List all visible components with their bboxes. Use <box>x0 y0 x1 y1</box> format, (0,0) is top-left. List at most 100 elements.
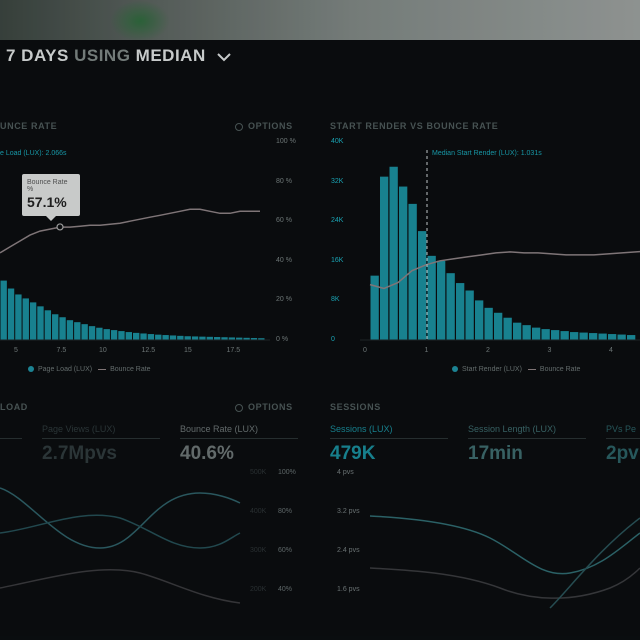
legend-bar-label: Page Load (LUX) <box>38 366 93 373</box>
kpi-bounce-rate-label: Bounce Rate (LUX) <box>180 424 259 434</box>
y-tick-label: 60% <box>278 547 293 554</box>
x-tick-label: 2 <box>486 347 490 354</box>
start-render-bar <box>513 322 522 340</box>
y-tick-label: 40K <box>331 138 344 145</box>
start-render-bar <box>589 333 598 340</box>
start-render-bar <box>570 332 579 340</box>
title-range: 7 DAYS <box>6 46 69 65</box>
bounce-rate-line <box>0 208 260 254</box>
left-legend: Page Load (LUX) Bounce Rate <box>28 366 151 373</box>
y-tick-label: 400K <box>250 508 267 515</box>
page-load-bar <box>52 314 59 340</box>
x-tick-label: 3 <box>547 347 552 354</box>
start-render-bar <box>598 333 607 340</box>
start-render-bar <box>418 231 427 340</box>
gear-icon <box>235 122 243 131</box>
page-title[interactable]: 7 DAYS USING MEDIAN <box>6 46 231 66</box>
page-load-bar <box>243 337 250 340</box>
start-render-bar <box>446 273 455 340</box>
start-render-bar <box>551 330 560 340</box>
left-panel-title: UNCE RATE <box>0 121 58 131</box>
left-series-label: e Load (LUX): 2.066s <box>0 150 67 157</box>
kpi-pvs-label: PVs Pe <box>606 424 637 434</box>
left-options-button[interactable]: OPTIONS <box>235 121 293 131</box>
x-tick-label: 15 <box>184 347 192 354</box>
series-line <box>0 514 241 549</box>
legend-dot-icon <box>452 366 458 373</box>
page-load-bar <box>258 338 265 340</box>
gear-icon <box>235 403 243 412</box>
tooltip-title: Bounce Rate <box>27 179 68 186</box>
kpi-divider <box>468 438 586 439</box>
page-load-bar <box>88 326 96 340</box>
page-load-bar <box>81 324 88 340</box>
kpi-pvs-value: 2pv <box>606 443 639 464</box>
start-render-bar <box>389 166 398 340</box>
options-label: OPTIONS <box>248 402 293 412</box>
y-tick-label: 32K <box>331 177 344 185</box>
start-render-bar <box>494 312 503 340</box>
page-load-bar <box>206 336 213 340</box>
page-load-bar <box>7 288 15 340</box>
legend-line-icon <box>527 368 536 370</box>
bounce-rate-line <box>369 250 640 290</box>
median-start-render-label: Median Start Render (LUX): 1.031s <box>432 150 542 157</box>
page-load-bar <box>177 335 184 340</box>
x-tick-label: 10 <box>99 347 107 354</box>
start-render-bar <box>532 327 541 340</box>
y-tick-label: 8K <box>331 296 340 303</box>
y-tick-label: 2.4 pvs <box>337 547 360 554</box>
start-render-bar <box>465 290 474 340</box>
kpi-session-length-label: Session Length (LUX) <box>468 424 557 434</box>
legend-bar-label: Start Render (LUX) <box>462 366 522 373</box>
y-tick-label: 100% <box>278 469 296 476</box>
kpi-divider <box>330 438 448 439</box>
y-tick-label: 4 pvs <box>337 469 354 476</box>
start-render-bar <box>408 203 417 340</box>
y-tick-label: 40 % <box>276 256 292 264</box>
page-load-bar <box>110 330 118 340</box>
y-tick-label: 500K <box>250 469 267 476</box>
series-line <box>0 568 241 604</box>
page-load-bar <box>22 298 29 340</box>
legend-line-label: Bounce Rate <box>539 366 581 373</box>
bounce-rate-tooltip: Bounce Rate % 57.1% <box>22 174 80 221</box>
x-tick-label: 12.5 <box>141 347 156 354</box>
x-tick-label: 1 <box>424 347 429 354</box>
title-metric: MEDIAN <box>135 46 206 65</box>
title-using: USING <box>74 46 131 65</box>
bottom-options-button[interactable]: OPTIONS <box>235 402 293 412</box>
start-render-bar <box>475 300 484 340</box>
x-tick-label: 4 <box>609 347 613 354</box>
start-render-bar <box>370 275 379 340</box>
page-load-bar <box>140 333 147 340</box>
kpi-sessions-label: Sessions (LUX) <box>330 424 393 434</box>
y-tick-label: 20 % <box>276 296 292 303</box>
page-load-bar <box>236 337 243 340</box>
page-load-bar <box>147 334 155 340</box>
series-line <box>549 517 640 609</box>
kpi-bounce-rate-value: 40.6% <box>180 443 234 464</box>
hover-point <box>56 223 64 231</box>
monitor-bezel <box>0 0 640 42</box>
legend-dot-icon <box>28 366 34 373</box>
series-line <box>369 515 640 575</box>
series-line <box>0 487 241 549</box>
y-tick-label: 3.2 pvs <box>337 508 360 515</box>
page-load-bar <box>199 336 206 340</box>
page-load-bar <box>59 317 66 340</box>
tooltip-value: 57.1% <box>27 194 67 210</box>
right-panel-title: START RENDER VS BOUNCE RATE <box>330 121 499 131</box>
tooltip-sub: % <box>27 186 34 193</box>
y-tick-label: 200K <box>250 586 267 593</box>
kpi-page-views-value: 2.7Mpvs <box>42 443 117 464</box>
chevron-down-icon[interactable] <box>217 46 231 66</box>
page-load-bar <box>250 338 258 340</box>
kpi-divider <box>180 438 298 439</box>
bottom-left-title: LOAD <box>0 402 28 412</box>
sessions-chart <box>369 515 640 609</box>
page-load-bar <box>228 337 236 340</box>
start-render-bar <box>399 186 408 340</box>
page-load-bar <box>133 332 140 340</box>
page-load-bar <box>0 280 7 340</box>
